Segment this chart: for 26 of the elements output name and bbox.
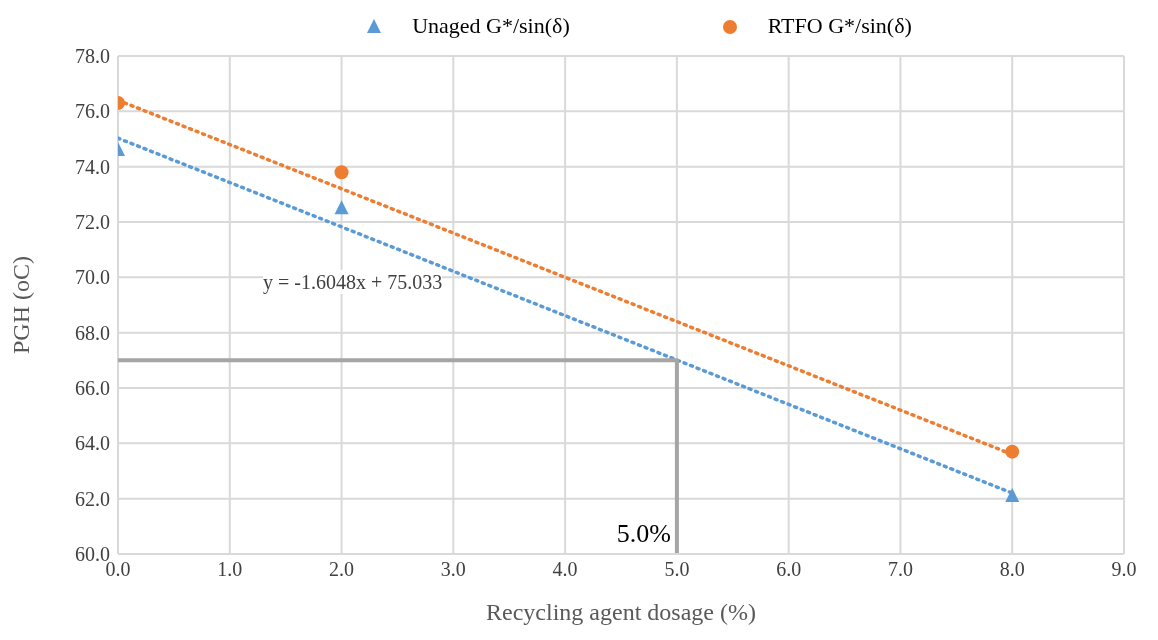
legend-label: RTFO G*/sin(δ) [767, 13, 912, 39]
y-tick-label: 62.0 [75, 487, 110, 510]
annotation: y = -1.6048x + 75.033 [263, 270, 443, 294]
y-tick-label: 68.0 [75, 321, 110, 344]
x-tick-label: 1.0 [217, 558, 243, 581]
x-axis-title: Recycling agent dosage (%) [486, 599, 756, 625]
x-tick-label: 9.0 [1111, 558, 1137, 581]
x-tick-label: 2.0 [329, 558, 355, 581]
y-tick-label: 66.0 [75, 377, 110, 400]
point [1005, 487, 1020, 502]
x-tick-label: 7.0 [887, 558, 913, 581]
y-tick-label: 70.0 [75, 266, 110, 289]
x-tick-label: 3.0 [440, 558, 466, 581]
y-tick-label: 64.0 [75, 432, 110, 455]
y-tick-label: 72.0 [75, 211, 110, 234]
x-tick-label: 6.0 [776, 558, 802, 581]
y-tick-label: 76.0 [75, 100, 110, 123]
y-tick-label: 78.0 [75, 45, 110, 68]
annotation: 5.0% [616, 518, 671, 548]
x-tick-label: 8.0 [999, 558, 1025, 581]
y-tick-label: 74.0 [75, 155, 110, 178]
legend-label: Unaged G*/sin(δ) [412, 13, 570, 39]
y-axis-title: PGH (oC) [7, 255, 34, 355]
x-tick-label: 5.0 [664, 558, 690, 581]
point [1005, 444, 1020, 459]
x-tick-label: 4.0 [552, 558, 578, 581]
